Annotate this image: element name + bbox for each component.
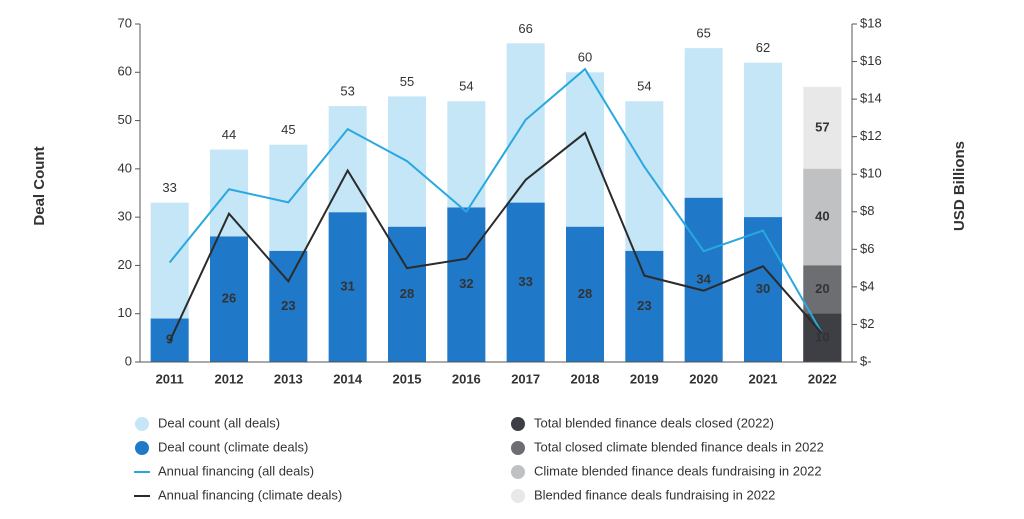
x-tick-label: 2017 <box>511 371 540 386</box>
bar <box>328 212 367 362</box>
y-tick-label: 60 <box>118 64 132 79</box>
value-label: 57 <box>815 119 829 134</box>
y-tick-label: 30 <box>118 209 132 224</box>
legend-swatch <box>511 489 525 503</box>
y-axis-title: Deal Count <box>31 146 48 225</box>
y2-tick-label: $8 <box>860 203 874 218</box>
x-tick-label: 2011 <box>156 371 184 386</box>
legend-label: Total blended finance deals closed (2022… <box>534 415 774 430</box>
y2-tick-label: $6 <box>860 241 874 256</box>
legend-label: Total closed climate blended finance dea… <box>534 439 824 454</box>
value-label: 45 <box>281 122 295 137</box>
x-tick-label: 2019 <box>630 371 659 386</box>
bar <box>447 207 486 362</box>
legend-swatch <box>511 417 525 431</box>
legend-swatch <box>511 465 525 479</box>
value-label: 31 <box>340 279 354 294</box>
bar <box>269 250 308 362</box>
legend-swatch <box>511 441 525 455</box>
value-label: 30 <box>756 281 770 296</box>
legend-label: Annual financing (climate deals) <box>158 487 342 502</box>
value-label: 54 <box>637 79 651 94</box>
legend-label: Annual financing (all deals) <box>158 463 314 478</box>
y2-tick-label: $2 <box>860 316 874 331</box>
bar <box>803 313 842 362</box>
value-label: 28 <box>400 286 414 301</box>
value-label: 32 <box>459 276 473 291</box>
y2-tick-label: $18 <box>860 15 882 30</box>
x-tick-label: 2022 <box>808 371 837 386</box>
bar <box>625 250 664 362</box>
y2-tick-label: $12 <box>860 128 882 143</box>
value-label: 55 <box>400 74 414 89</box>
value-label: 60 <box>578 50 592 65</box>
legend-label: Climate blended finance deals fundraisin… <box>534 463 822 478</box>
y2-tick-label: $- <box>860 353 872 368</box>
value-label: 23 <box>637 298 651 313</box>
value-label: 40 <box>815 209 829 224</box>
bar <box>684 197 723 362</box>
value-label: 66 <box>518 21 532 36</box>
value-label: 26 <box>222 291 236 306</box>
bar <box>210 236 248 362</box>
value-label: 54 <box>459 79 473 94</box>
y-tick-label: 10 <box>118 305 132 320</box>
bar <box>388 226 426 362</box>
value-label: 34 <box>696 271 711 286</box>
x-tick-label: 2015 <box>393 371 422 386</box>
legend-swatch <box>135 417 149 431</box>
line <box>168 131 824 342</box>
value-label: 20 <box>815 281 829 296</box>
y-tick-label: 50 <box>118 112 132 127</box>
value-label: 62 <box>756 40 770 55</box>
y2-tick-label: $4 <box>860 278 874 293</box>
legend-label: Deal count (all deals) <box>158 415 280 430</box>
value-label: 28 <box>578 286 592 301</box>
value-label: 33 <box>518 274 532 289</box>
bar <box>744 217 782 362</box>
legend-label: Blended finance deals fundraising in 202… <box>534 487 775 502</box>
value-label: 65 <box>696 26 710 41</box>
x-tick-label: 2014 <box>333 371 363 386</box>
legend-label: Deal count (climate deals) <box>158 439 308 454</box>
y2-tick-label: $10 <box>860 166 882 181</box>
y-tick-label: 0 <box>125 353 132 368</box>
x-tick-label: 2012 <box>215 371 244 386</box>
y2-tick-label: $16 <box>860 53 882 68</box>
y-tick-label: 70 <box>118 15 132 30</box>
bar <box>566 226 604 362</box>
x-tick-label: 2020 <box>689 371 718 386</box>
value-label: 10 <box>815 329 829 344</box>
y-tick-label: 20 <box>118 257 132 272</box>
legend-swatch <box>135 441 149 455</box>
x-tick-label: 2018 <box>571 371 600 386</box>
y2-tick-label: $14 <box>860 91 882 106</box>
line <box>168 67 824 335</box>
x-tick-label: 2016 <box>452 371 481 386</box>
value-label: 44 <box>222 127 236 142</box>
y-tick-label: 40 <box>118 160 132 175</box>
value-label: 53 <box>340 84 354 99</box>
value-label: 23 <box>281 298 295 313</box>
y2-axis-title: USD Billions <box>951 141 968 231</box>
x-tick-label: 2021 <box>749 371 778 386</box>
value-label: 33 <box>162 180 176 195</box>
x-tick-label: 2013 <box>274 371 303 386</box>
bar <box>506 202 545 362</box>
